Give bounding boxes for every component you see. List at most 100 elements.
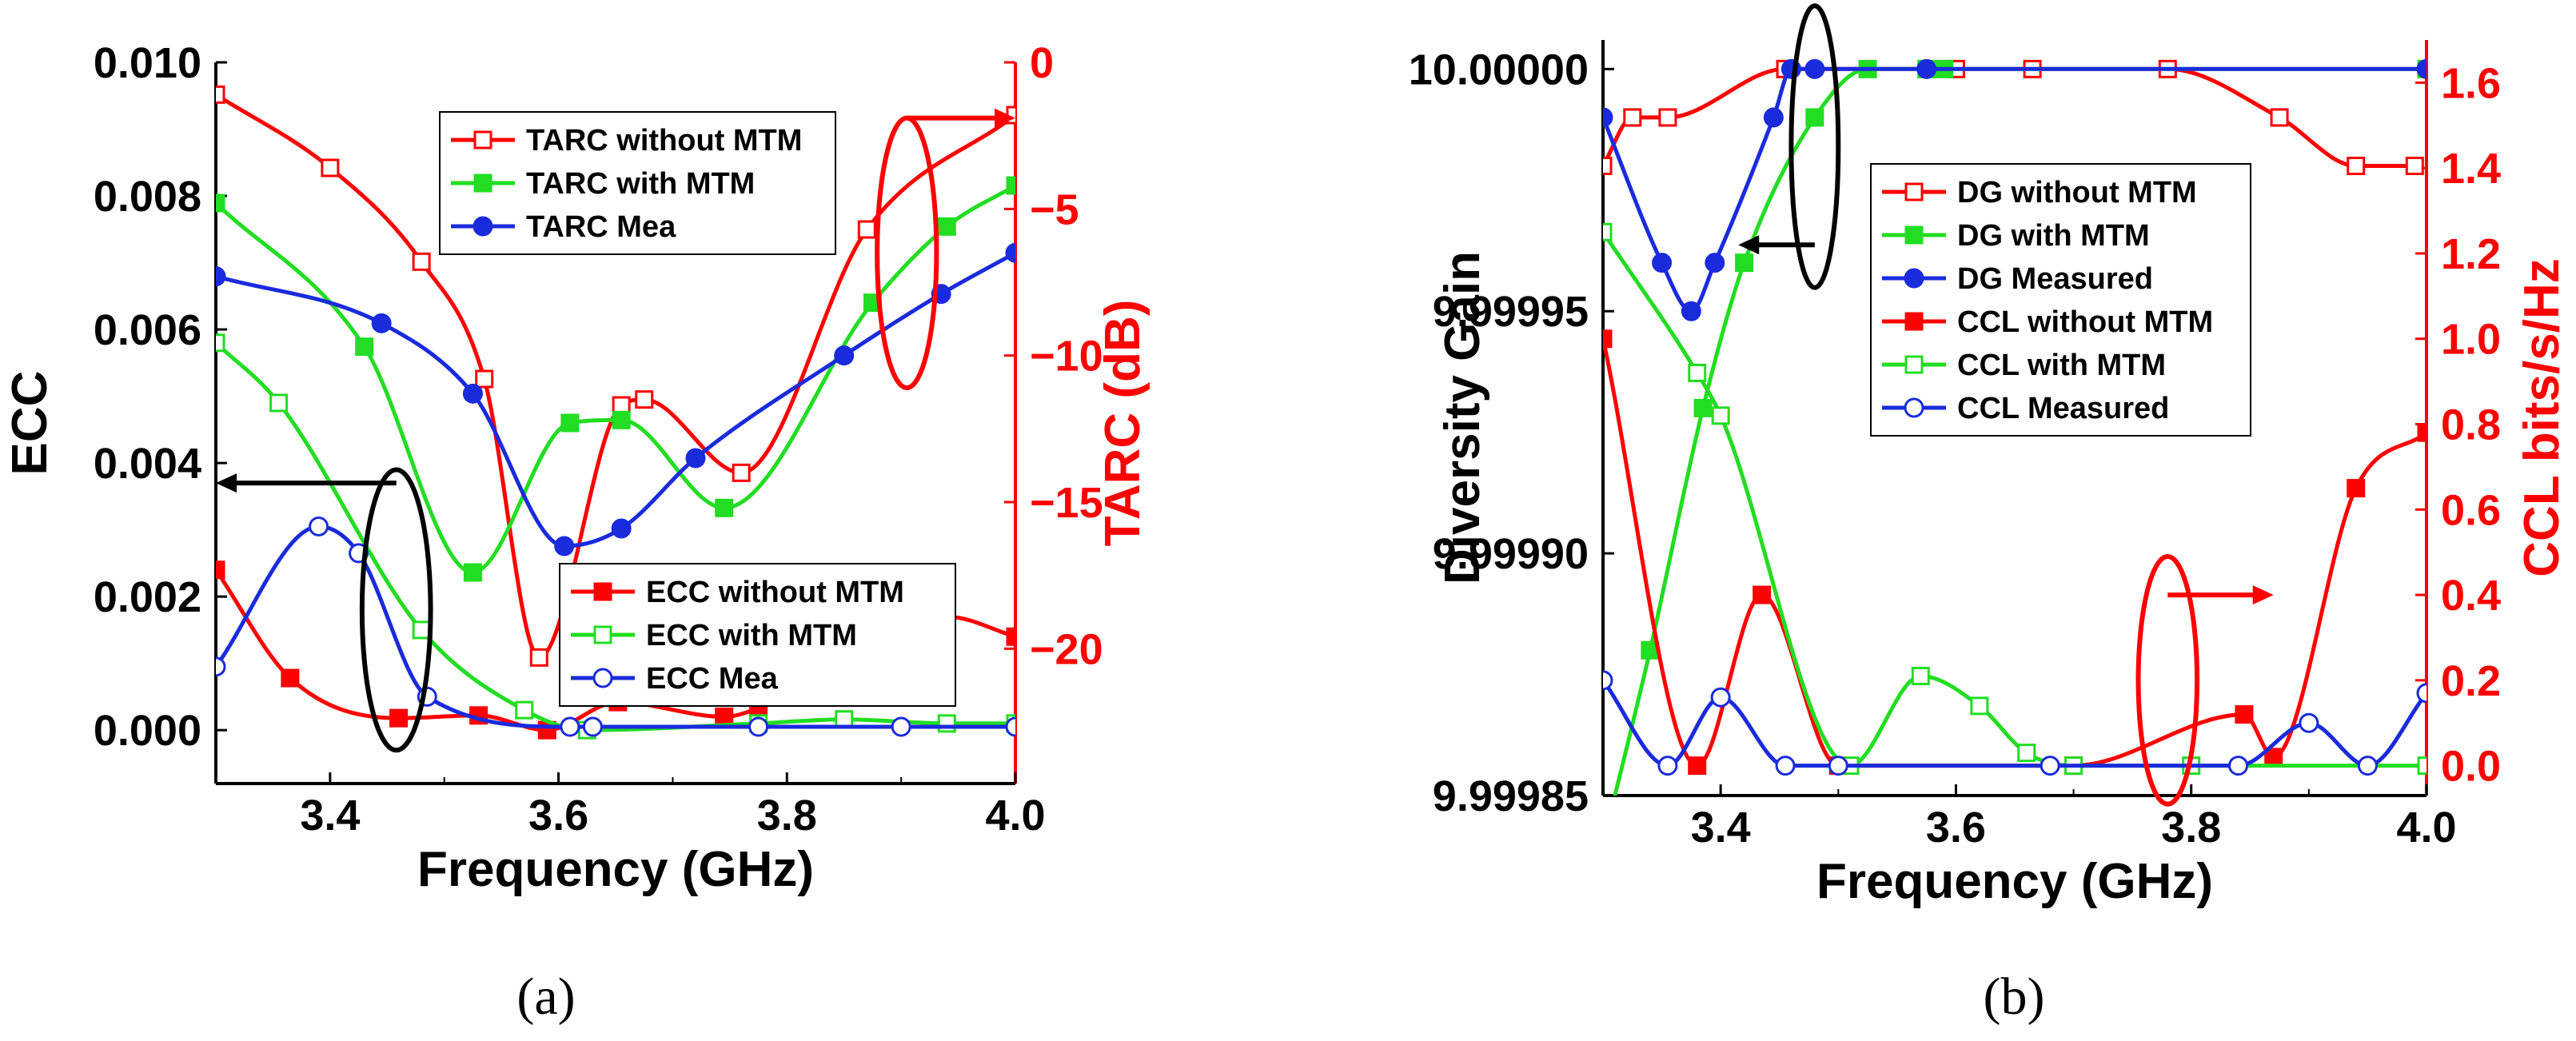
data-point-tarc-without-mtm [635, 390, 654, 409]
data-point-ccl-measured [2416, 683, 2426, 704]
data-point-dg-measured [2416, 58, 2426, 79]
data-point-tarc-without-mtm [529, 648, 548, 667]
x-axis-label: Frequency (GHz) [417, 842, 814, 897]
data-point-dg-without-mtm [2347, 157, 2366, 175]
y-right-axis-label: TARC (dB) [1095, 300, 1150, 547]
legend-label-dg-without-mtm: DG without MTM [1957, 176, 2197, 209]
data-point-tarc-without-mtm [216, 85, 225, 104]
legend-marker-tarc-mea [473, 216, 493, 237]
legend-label-ecc-with-mtm: ECC with MTM [646, 619, 857, 652]
legend-label-ecc-mea: ECC Mea [646, 662, 779, 696]
data-point-ccl-without-mtm [2347, 479, 2366, 498]
annotation-arrow-head [1738, 235, 1760, 255]
data-point-ccl-without-mtm [1688, 756, 1707, 776]
y-right-tick-label: 0.8 [2441, 401, 2501, 449]
panel-b-chart: 3.4 3.6 3.8 4.0 9.99985 9.99990 9.99995 10.0000… [1409, 3, 2570, 909]
y-left-axis-label: ECC [2, 371, 58, 476]
y-right-tick-label: −10 [1030, 333, 1103, 381]
x-tick-label: 4.0 [2396, 804, 2456, 852]
x-tick-label: 3.6 [1926, 804, 1986, 852]
legend-label-tarc-with-mtm: TARC with MTM [526, 167, 755, 201]
data-point-ccl-measured [1775, 756, 1796, 776]
data-point-ccl-with-mtm [1688, 363, 1707, 382]
x-tick-label: 3.6 [528, 792, 588, 840]
data-point-dg-with-mtm [1693, 398, 1713, 417]
data-point-dg-with-mtm [1805, 108, 1824, 127]
data-point-dg-with-mtm [1595, 836, 1611, 852]
legend-label-dg-measured: DG Measured [1957, 262, 2153, 296]
data-point-dg-measured [1705, 253, 1725, 273]
data-point-ccl-measured [2228, 756, 2249, 776]
panel-a-caption: (a) [516, 967, 575, 1026]
data-point-tarc-with-mtm [937, 217, 956, 236]
data-point-ecc-with-mtm [269, 393, 289, 413]
data-point-ecc-with-mtm [515, 700, 534, 720]
data-point-ccl-without-mtm [1753, 585, 1772, 604]
data-point-tarc-mea [1005, 242, 1015, 263]
data-point-dg-without-mtm [1623, 108, 1642, 127]
legend-marker-dg-without-mtm [1904, 182, 1924, 201]
legend-label-ccl-measured: CCL Measured [1957, 392, 2169, 425]
y-left-tick-label: 0.000 [94, 707, 201, 755]
data-point-ccl-measured [1828, 756, 1848, 776]
legend-label-ccl-with-mtm: CCL with MTM [1957, 349, 2166, 382]
series-line-dg-measured [1603, 66, 2426, 313]
data-point-tarc-with-mtm [612, 410, 631, 429]
data-point-ccl-without-mtm [2235, 705, 2254, 724]
annotation-arrow-head [216, 473, 237, 493]
y-right-tick-label: −5 [1030, 185, 1079, 233]
data-point-ccl-measured [2040, 756, 2060, 776]
data-point-ecc-without-mtm [389, 708, 409, 728]
data-point-ccl-with-mtm [1711, 406, 1730, 425]
data-point-ecc-without-mtm [281, 668, 300, 688]
data-point-dg-without-mtm [1658, 108, 1677, 127]
y-right-tick-label: 1.4 [2441, 145, 2501, 193]
data-point-ccl-with-mtm [2017, 744, 2036, 763]
data-point-ccl-measured [2299, 712, 2319, 733]
data-point-tarc-mea [216, 266, 226, 287]
data-point-dg-without-mtm [2405, 157, 2424, 175]
legend-label-dg-with-mtm: DG with MTM [1957, 219, 2150, 253]
data-point-tarc-with-mtm [715, 498, 734, 517]
data-point-ccl-with-mtm [1911, 667, 1930, 686]
data-point-tarc-mea [554, 536, 575, 556]
y-right-axis-label: CCL bits/s/Hz [2514, 258, 2570, 576]
annotation-arrow-head [995, 108, 1015, 128]
data-point-ecc-without-mtm [715, 707, 734, 726]
data-point-ccl-with-mtm [1603, 222, 1613, 241]
data-point-ccl-measured [2357, 756, 2378, 776]
data-point-ccl-without-mtm [2417, 423, 2426, 442]
data-point-ecc-mea [309, 516, 329, 536]
data-point-ccl-with-mtm [2417, 756, 2426, 776]
y-right-tick-label: 0.4 [2441, 572, 2501, 620]
data-point-ecc-mea [891, 716, 911, 737]
data-point-dg-measured [1603, 107, 1613, 128]
annotation-ellipse [2135, 554, 2200, 807]
x-tick-label: 3.8 [2161, 804, 2221, 852]
series-line-ccl-measured [1603, 679, 2426, 768]
y-right-tick-label: 0.6 [2441, 486, 2501, 534]
data-point-tarc-without-mtm [475, 369, 494, 389]
data-point-tarc-without-mtm [1006, 106, 1015, 125]
y-left-tick-label: 9.99990 [1433, 530, 1589, 578]
x-tick-label: 3.8 [757, 792, 817, 840]
legend-marker-dg-with-mtm [1904, 225, 1924, 245]
data-point-ecc-with-mtm [216, 333, 225, 353]
legend-marker-ccl-with-mtm [1904, 355, 1924, 374]
data-point-tarc-mea [371, 313, 392, 333]
data-point-dg-measured [1763, 107, 1784, 128]
data-point-tarc-without-mtm [321, 158, 340, 177]
data-point-dg-measured [1804, 58, 1825, 79]
y-right-tick-label: 0.0 [2441, 743, 2501, 791]
legend-label-ccl-without-mtm: CCL without MTM [1957, 305, 2213, 339]
data-point-ccl-measured [1657, 756, 1678, 776]
data-point-dg-without-mtm [2270, 108, 2289, 127]
data-point-dg-measured [1681, 301, 1701, 321]
data-point-ccl-without-mtm [1603, 329, 1613, 349]
y-left-axis-label: Diversity Gain [1435, 251, 1490, 584]
y-right-tick-label: −15 [1030, 479, 1103, 527]
data-point-tarc-with-mtm [463, 563, 482, 582]
data-point-dg-measured [1652, 253, 1673, 273]
series-line-dg-without-mtm [1603, 66, 2415, 169]
legend-label-tarc-without-mtm: TARC without MTM [526, 124, 802, 158]
